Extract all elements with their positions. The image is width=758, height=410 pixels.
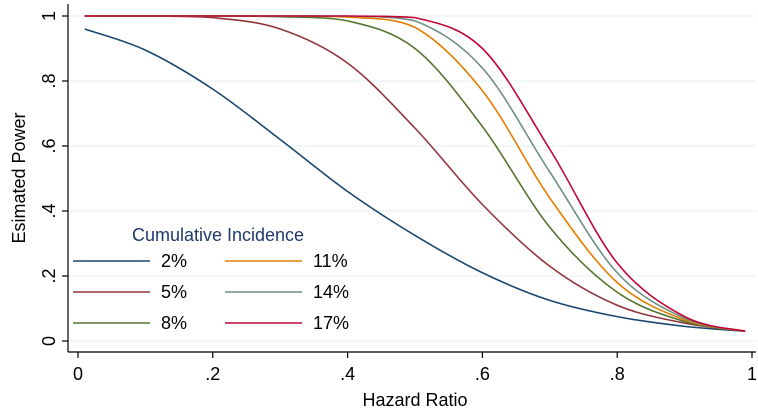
y-tick-label-4: .8 <box>39 73 59 88</box>
legend-label-5pct: 5% <box>161 282 187 302</box>
y-tick-label-2: .4 <box>39 203 59 218</box>
y-axis-title: Esimated Power <box>9 112 29 243</box>
legend-label-14pct: 14% <box>313 282 349 302</box>
x-tick-label-1: .2 <box>205 364 220 384</box>
legend-label-17pct: 17% <box>313 313 349 333</box>
legend-title: Cumulative Incidence <box>132 225 304 245</box>
legend-label-2pct: 2% <box>161 251 187 271</box>
x-tick-label-5: 1 <box>747 364 757 384</box>
x-tick-label-3: .6 <box>475 364 490 384</box>
y-tick-label-1: .2 <box>39 268 59 283</box>
y-tick-label-3: .6 <box>39 138 59 153</box>
y-tick-label-0: 0 <box>39 336 59 346</box>
x-tick-label-4: .8 <box>610 364 625 384</box>
axes: 0 .2 .4 .6 .8 1 0 .2 .4 .6 .8 1 <box>39 4 757 384</box>
x-axis-title: Hazard Ratio <box>362 390 467 410</box>
series-line-5pct <box>84 15 746 333</box>
x-tick-label-0: 0 <box>73 364 83 384</box>
legend-label-8pct: 8% <box>161 313 187 333</box>
series-line-17pct <box>84 15 746 333</box>
legend-label-11pct: 11% <box>313 251 348 271</box>
y-tick-label-5: 1 <box>39 11 59 21</box>
legend: Cumulative Incidence 2% 5% 8% 11% 14% 17% <box>73 225 349 333</box>
series-line-2pct <box>84 28 746 333</box>
series-lines <box>84 15 746 333</box>
x-tick-label-2: .4 <box>340 364 355 384</box>
